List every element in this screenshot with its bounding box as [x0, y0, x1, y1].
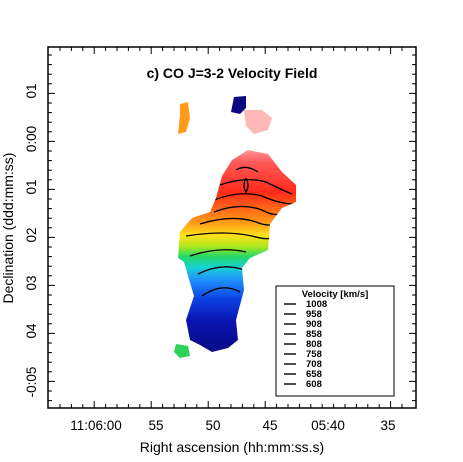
x-tick-label: 45 [262, 418, 277, 433]
left-tick-marks [48, 54, 55, 402]
top-tick-marks [59, 47, 403, 54]
x-tick-label: 11:06:00 [70, 418, 122, 433]
legend-title: Velocity [km/s] [302, 289, 369, 300]
y-tick-label: 0:00 [24, 126, 39, 152]
x-tick-label: 50 [205, 418, 220, 433]
legend: Velocity [km/s] 100895890885880875870865… [275, 285, 395, 397]
legend-entry-label: 758 [306, 349, 322, 360]
legend-entry-label: 958 [306, 309, 322, 320]
y-tick-label: 03 [24, 275, 39, 290]
legend-entry-label: 858 [306, 329, 322, 340]
bottom-tick-marks [59, 401, 403, 408]
x-axis-label: Right ascension (hh:mm:ss.s) [140, 439, 324, 455]
y-tick-label: 02 [24, 227, 39, 242]
x-tick-label: 35 [380, 418, 395, 433]
legend-entry-label: 908 [306, 319, 322, 330]
y-tick-label: 01 [24, 179, 39, 194]
legend-entry-label: 708 [306, 359, 322, 370]
isovelocity-contours [185, 166, 295, 297]
y-tick-label: 01 [24, 83, 39, 98]
right-tick-marks [409, 54, 416, 402]
chart-title: c) CO J=3-2 Velocity Field [147, 65, 318, 81]
legend-entry-label: 808 [306, 339, 322, 350]
legend-entry-label: 608 [306, 379, 322, 390]
y-tick-label: 04 [24, 323, 39, 339]
y-tick-label: -0:05 [24, 367, 39, 398]
legend-entry-label: 1008 [306, 299, 327, 310]
x-tick-label: 05:40 [311, 418, 345, 433]
y-axis-label: Declination (ddd:mm:ss) [0, 153, 16, 304]
legend-entry-label: 658 [306, 369, 322, 380]
x-tick-label: 55 [148, 418, 163, 433]
